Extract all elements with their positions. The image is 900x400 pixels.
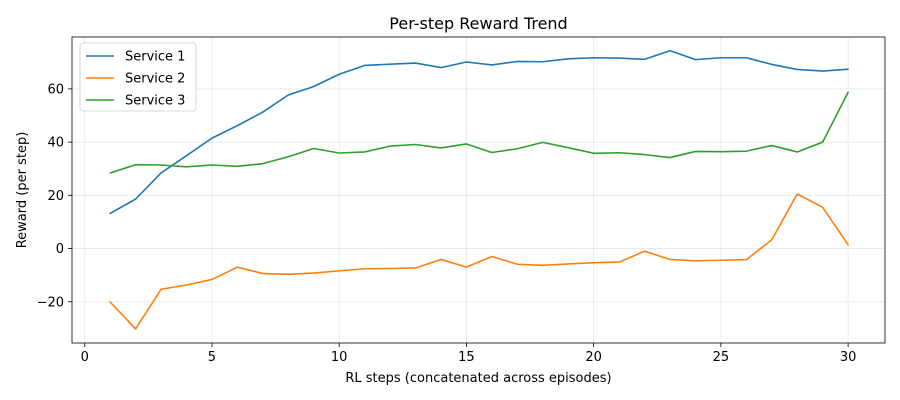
axis-ticks: 0 5 10 15 20 25 30 −20 0 20 40 60 (37, 82, 857, 365)
legend-label-3: Service 3 (125, 94, 185, 109)
x-tick-label: 0 (81, 350, 89, 365)
series-lines (109, 49, 849, 330)
series-line-2 (109, 193, 849, 330)
plot-frame (71, 36, 886, 344)
chart-title: Per-step Reward Trend (389, 14, 567, 33)
y-tick-label: 20 (47, 189, 64, 204)
x-axis-label: RL steps (concatenated across episodes) (345, 371, 611, 386)
y-axis-label: Reward (per step) (15, 132, 30, 249)
y-tick-label: 40 (47, 136, 64, 151)
x-tick-label: 10 (331, 350, 348, 365)
x-tick-label: 20 (585, 350, 602, 365)
x-tick-label: 30 (840, 350, 857, 365)
series-line-3 (109, 91, 849, 174)
legend-label-1: Service 1 (125, 50, 185, 65)
legend: Service 1 Service 2 Service 3 (79, 42, 197, 112)
y-tick-label: −20 (37, 295, 64, 310)
series-line-1 (109, 49, 849, 215)
y-tick-label: 0 (56, 242, 64, 257)
x-tick-label: 5 (208, 350, 216, 365)
x-tick-label: 25 (713, 350, 730, 365)
x-tick-label: 15 (458, 350, 475, 365)
legend-box (79, 42, 197, 112)
y-tick-label: 60 (47, 82, 64, 97)
legend-label-2: Service 2 (125, 72, 185, 87)
